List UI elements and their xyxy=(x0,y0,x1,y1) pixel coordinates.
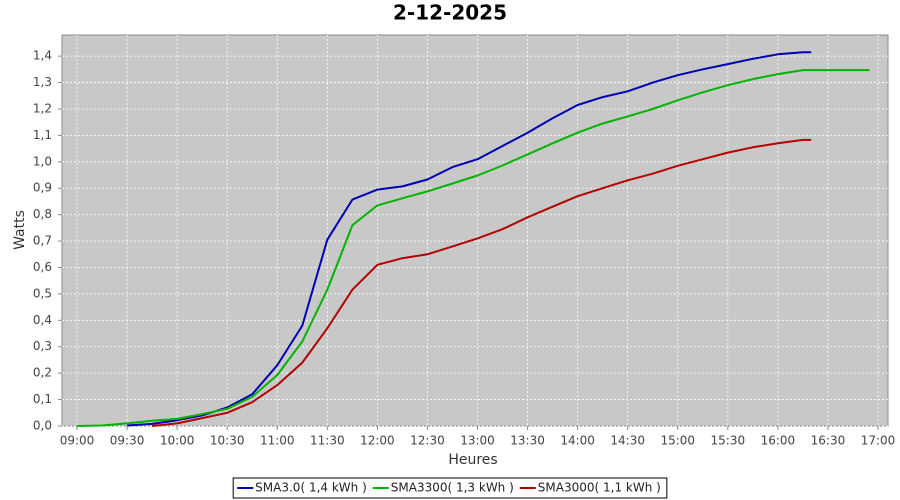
legend-item: SMA3300( 1,3 kWh ) xyxy=(372,481,514,495)
y-tick-label: 1,4 xyxy=(33,49,52,63)
x-tick-label: 13:00 xyxy=(460,434,495,448)
x-tick-label: 17:00 xyxy=(861,434,896,448)
legend-item: SMA3.0( 1,4 kWh ) xyxy=(237,481,367,495)
y-tick-label: 0,0 xyxy=(33,419,52,433)
lines xyxy=(76,51,870,427)
series-line xyxy=(76,69,870,427)
x-tick-label: 14:30 xyxy=(610,434,645,448)
grid xyxy=(62,35,888,427)
y-tick-label: 0,4 xyxy=(33,313,52,327)
y-tick-label: 0,3 xyxy=(33,339,52,353)
legend xyxy=(232,477,668,499)
y-tick-label: 0,6 xyxy=(33,260,52,274)
x-tick-label: 10:30 xyxy=(210,434,245,448)
x-tick-label: 15:00 xyxy=(660,434,695,448)
y-tick-label: 0,2 xyxy=(33,366,52,380)
x-tick-label: 16:30 xyxy=(811,434,846,448)
y-tick-label: 0,5 xyxy=(33,286,52,300)
x-axis-label: Heures xyxy=(448,452,497,468)
x-tick-label: 11:30 xyxy=(310,434,345,448)
series-line xyxy=(151,138,812,427)
y-tick-label: 1,3 xyxy=(33,75,52,89)
x-tick-label: 09:30 xyxy=(110,434,145,448)
y-tick-label: 0,1 xyxy=(33,392,52,406)
legend-item: SMA3000( 1,1 kWh ) xyxy=(519,481,661,495)
x-tick-label: 15:30 xyxy=(711,434,746,448)
x-tick-label: 14:00 xyxy=(560,434,595,448)
series-line xyxy=(127,51,812,427)
x-tick-label: 12:00 xyxy=(360,434,395,448)
x-tick-label: 10:00 xyxy=(160,434,195,448)
y-tick-label: 1,0 xyxy=(33,154,52,168)
y-tick-label: 1,1 xyxy=(33,128,52,142)
y-tick-label: 0,8 xyxy=(33,207,52,221)
x-tick-label: 16:00 xyxy=(761,434,796,448)
y-tick-label: 0,9 xyxy=(33,181,52,195)
chart-title: 2-12-2025 xyxy=(393,1,507,25)
y-tick-label: 1,2 xyxy=(33,101,52,115)
y-axis-label: Watts xyxy=(12,210,28,250)
legend-label: SMA3300( 1,3 kWh ) xyxy=(391,481,514,495)
x-tick-label: 09:00 xyxy=(60,434,95,448)
y-tick-label: 0,7 xyxy=(33,234,52,248)
x-tick-label: 12:30 xyxy=(410,434,445,448)
plot-area xyxy=(61,34,889,427)
legend-label: SMA3.0( 1,4 kWh ) xyxy=(255,481,367,495)
x-tick-label: 11:00 xyxy=(260,434,295,448)
legend-label: SMA3000( 1,1 kWh ) xyxy=(538,481,661,495)
x-tick-label: 13:30 xyxy=(510,434,545,448)
